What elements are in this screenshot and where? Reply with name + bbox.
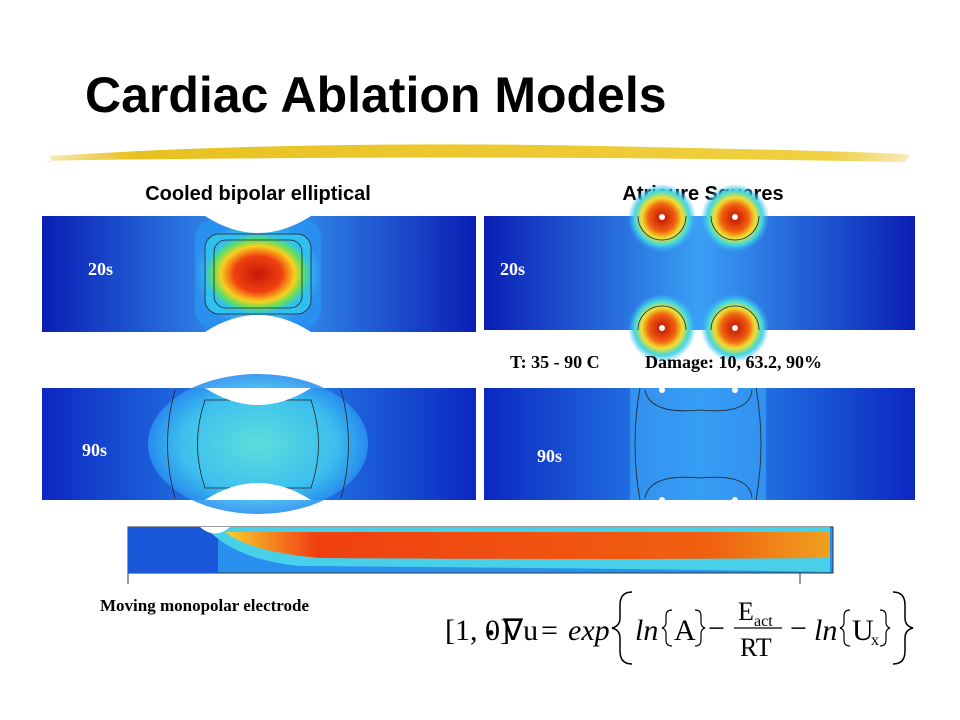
simulation-panel: 90s: [42, 374, 476, 514]
moving-electrode-simulation: [127, 526, 834, 584]
temperature-legend: T: 35 - 90 C: [510, 352, 600, 372]
eq-arg: U: [852, 614, 874, 647]
eq-arg-sub: x: [871, 632, 879, 649]
eq-numerator-sub: act: [754, 613, 773, 630]
time-label: 20s: [500, 259, 525, 279]
eq-func: exp: [568, 614, 610, 647]
time-label: 90s: [537, 446, 562, 466]
eq-arg: A: [674, 614, 696, 647]
time-label: 20s: [88, 259, 113, 279]
eq-minus: −: [790, 612, 807, 645]
title-underline: [44, 144, 910, 162]
simulation-panel: 20s: [484, 184, 915, 362]
eq-minus: −: [708, 612, 725, 645]
title: Cardiac Ablation Models: [85, 67, 667, 123]
eq-grad: ∇u: [502, 614, 538, 647]
eq-ln: ln: [814, 614, 837, 647]
caption: Moving monopolar electrode: [100, 596, 309, 615]
eq-numerator: E: [738, 597, 754, 626]
eq-lhs: [1, 0]: [445, 614, 510, 647]
simulation-panel: 90s: [484, 387, 915, 503]
brace: [611, 591, 633, 665]
simulation-panel: 20s: [42, 216, 476, 332]
panel-heading: Cooled bipolar elliptical: [145, 183, 371, 205]
eq-ln: ln: [635, 614, 658, 647]
damage-legend: Damage: 10, 63.2, 90%: [645, 352, 822, 372]
eq-dot: •: [487, 620, 495, 645]
time-label: 90s: [82, 440, 107, 460]
eq-denominator: RT: [740, 633, 772, 662]
brace: [892, 591, 914, 665]
equation: [1, 0] • ∇u = exp ln A − E act RT − ln U…: [445, 591, 914, 665]
eq-equals: =: [541, 614, 558, 647]
